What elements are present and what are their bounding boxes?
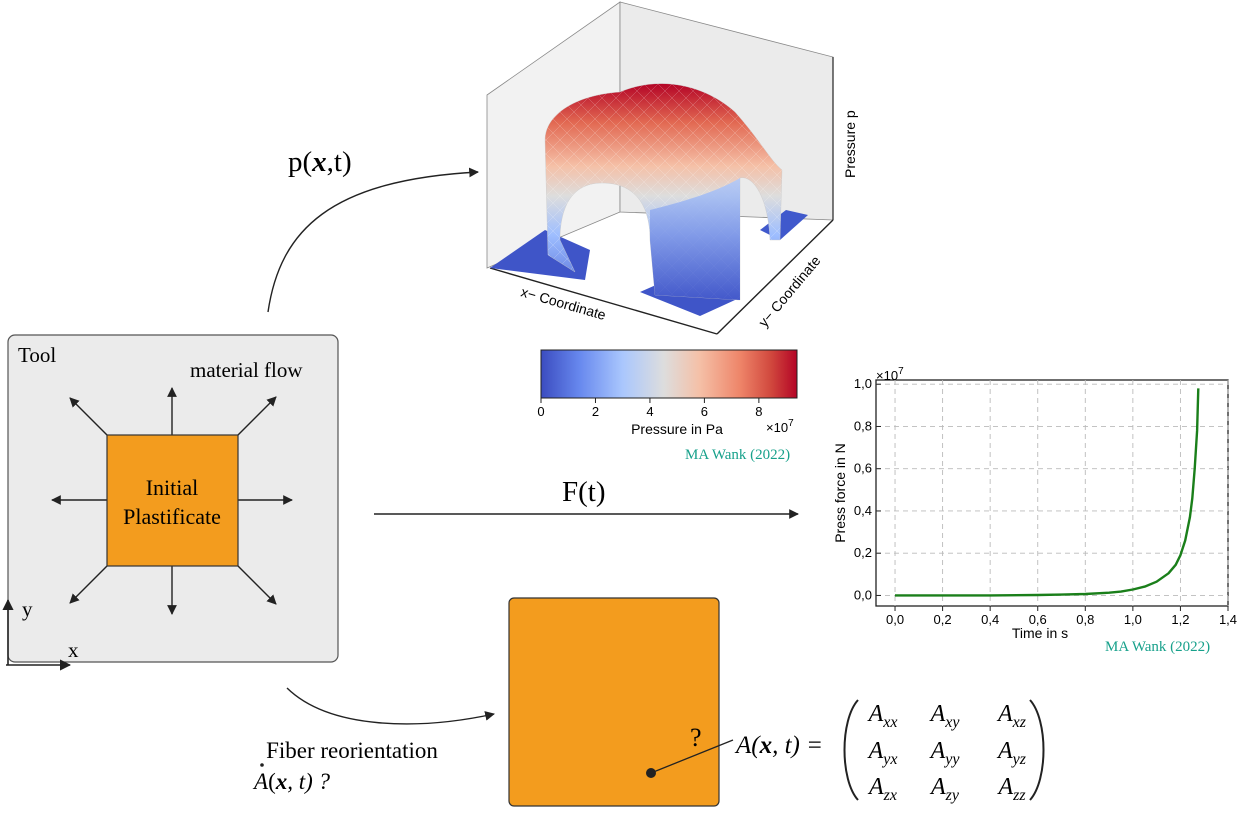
force-function-label: F(t) [562, 476, 606, 508]
surface-front-leg [650, 178, 740, 300]
chart-credit: MA Wank (2022) [1105, 639, 1210, 655]
surface-floor-left [490, 230, 590, 280]
tool-panel: Tool material flow Initial Plastificate … [2, 334, 339, 671]
chart-x-ticks: 0,0 0,2 0,4 0,6 0,8 1,0 1,2 1,4 [886, 606, 1237, 627]
reoriented-plastificate [508, 597, 720, 807]
unknown-orientation-mark: ? [690, 723, 702, 752]
pressure-arrow [267, 167, 479, 313]
chart-x-axis-label: Time in s [1012, 625, 1068, 641]
chart-x-tick-label: 1,2 [1171, 612, 1189, 627]
axis-y-label: y [22, 597, 33, 621]
colorbar-tick-label: 4 [646, 404, 653, 419]
matrix-cell: Azy [929, 774, 960, 804]
svg-text:A(x, t) ?: A(x, t) ? [252, 769, 331, 794]
matrix-right-paren [1029, 699, 1045, 801]
chart-x-tick-label: 1,0 [1124, 612, 1142, 627]
matrix-cell: Azz [996, 774, 1026, 804]
surface-credit: MA Wank (2022) [685, 447, 790, 463]
matrix-cell: Axy [929, 701, 961, 731]
plot-floor-edge-front [489, 267, 718, 335]
matrix-cell: Axz [996, 701, 1027, 731]
material-flow-label: material flow [190, 358, 303, 382]
pressure-colorbar: 0 2 4 6 8 Pressure in Pa ×107 MA Wank (2022) [537, 349, 798, 463]
chart-y-exponent: ×107 [876, 366, 904, 383]
orientation-tensor: A(x, t) = Axx Axy Axz Ayx Ayy Ayz Azx Azy Azz [734, 699, 1045, 804]
pressure-function-label: p(x,t) [288, 146, 352, 178]
plot-floor-edge-right [716, 219, 834, 335]
axis-x-label: x [68, 638, 79, 662]
chart-x-tick-label: 0,4 [981, 612, 999, 627]
colorbar-ticks: 0 2 4 6 8 [537, 398, 762, 419]
initial-plastificate [106, 434, 239, 567]
flow-arrow-up-right [237, 396, 277, 436]
chart-y-tick-label: 0,8 [854, 418, 872, 433]
tensor-lhs: A(x, t) = [734, 732, 823, 759]
matrix-cell: Azx [867, 774, 897, 804]
matrix-cells: Axx Axy Axz Ayx Ayy Ayz Azx Azy Azz [867, 701, 1027, 804]
press-force-line [895, 388, 1200, 597]
plastificate-label-line2: Plastificate [123, 504, 221, 529]
fiber-reorientation-label: Fiber reorientation [266, 738, 438, 763]
chart-y-tick-label: 0,2 [854, 545, 872, 560]
result-plate: ? [508, 597, 734, 807]
chart-y-axis-label: Press force in N [832, 443, 848, 543]
fiber-arrow [286, 687, 495, 725]
colorbar-tick-label: 6 [701, 404, 708, 419]
matrix-cell: Ayx [867, 738, 898, 768]
matrix-cell: Ayz [996, 738, 1027, 768]
material-flow-arrows [51, 387, 293, 615]
surface-y-axis-label: y− Coordinate [755, 252, 824, 330]
orientation-rate-label: A(x, t) ? [252, 763, 331, 794]
flow-arrow-down-left [69, 565, 108, 604]
chart-x-tick-label: 0,0 [886, 612, 904, 627]
force-chart: 0,0 0,2 0,4 0,6 0,8 1,0 1,2 1,4 0,0 0,2 0,4 0,6 0,8… [832, 366, 1237, 655]
surface-z-axis-label: Pressure p [842, 110, 858, 178]
chart-y-tick-label: 1,0 [854, 376, 872, 391]
colorbar-tick-label: 8 [755, 404, 762, 419]
flow-arrow-down-right [237, 565, 277, 605]
matrix-cell: Ayy [929, 738, 961, 768]
chart-plot-area [875, 379, 1229, 607]
matrix-cell: Axx [867, 701, 898, 731]
colorbar-label: Pressure in Pa [631, 421, 723, 437]
chart-x-tick-label: 1,4 [1219, 612, 1237, 627]
chart-y-tick-label: 0,0 [854, 587, 872, 602]
sample-point-leader [650, 739, 734, 774]
chart-x-tick-label: 0,8 [1076, 612, 1094, 627]
coordinate-axes [2, 598, 72, 671]
connector-arrows [267, 167, 799, 725]
chart-x-tick-label: 0,6 [1029, 612, 1047, 627]
plastificate-label-line1: Initial [146, 475, 199, 500]
matrix-left-paren [843, 699, 859, 801]
tool-title: Tool [18, 343, 56, 367]
chart-series-layer [895, 388, 1200, 597]
flow-arrow-up-left [69, 397, 108, 436]
chart-y-tick-label: 0,6 [854, 461, 872, 476]
chart-y-ticks: 0,0 0,2 0,4 0,6 0,8 1,0 [854, 376, 881, 602]
time-derivative-dot [260, 763, 264, 767]
colorbar-exponent: ×107 [766, 418, 794, 435]
colorbar-tick-label: 0 [537, 404, 544, 419]
pressure-surface-plot: x− Coordinate y− Coordinate Pressure p [486, 1, 858, 335]
chart-x-tick-label: 0,2 [934, 612, 952, 627]
colorbar-gradient [540, 349, 798, 399]
chart-y-tick-label: 0,4 [854, 503, 872, 518]
colorbar-tick-label: 2 [592, 404, 599, 419]
